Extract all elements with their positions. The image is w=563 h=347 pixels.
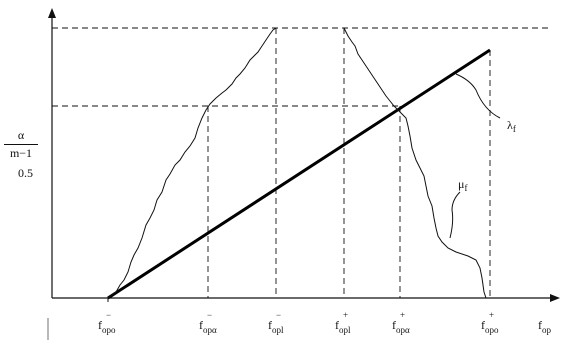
x-axis-label: fop — [538, 318, 551, 335]
x-axis-label-base: f — [538, 318, 542, 332]
tick-base: f — [392, 318, 396, 332]
mu-subscript: f — [464, 183, 468, 193]
y-axis-half-label: 0.5 — [18, 166, 33, 180]
lambda-symbol: λ — [507, 118, 513, 132]
tick-sup: + — [400, 310, 406, 320]
lambda-label: λf — [507, 118, 516, 134]
mu-curve — [107, 27, 490, 299]
tick-base: f — [98, 318, 102, 332]
tick-base: f — [335, 318, 339, 332]
tick-base: f — [481, 318, 485, 332]
tick-sub: opα — [396, 325, 410, 335]
lambda-line — [107, 48, 491, 300]
tick-sub: opl — [339, 325, 351, 335]
mu-leader — [449, 191, 461, 239]
tick-sup: + — [489, 310, 495, 320]
tick-sup: − — [276, 310, 282, 320]
x-tick-label-f-opo-minus: f − opo — [98, 310, 116, 335]
tick-base: f — [268, 318, 272, 332]
x-tick-label-f-opl-minus: f − opl — [268, 310, 284, 335]
y-axis-arrow — [48, 8, 56, 18]
lambda-subscript: f — [512, 124, 516, 134]
x-axis-label-sub: op — [542, 325, 551, 335]
x-tick-label-f-opl-plus: f + opl — [335, 310, 351, 335]
x-tick-label-f-opa-minus: f − opα — [199, 310, 217, 335]
tick-sub: opα — [203, 325, 217, 335]
tick-sup: − — [207, 310, 213, 320]
mu-label: μf — [458, 177, 468, 193]
x-axis-arrow — [550, 294, 560, 302]
x-tick-label-f-opa-plus: f + opα — [392, 310, 410, 335]
fraction-denominator: m−1 — [9, 146, 33, 160]
lambda-leader — [455, 73, 501, 119]
tick-sup: + — [343, 310, 349, 320]
fraction-numerator: α — [4, 128, 38, 145]
tick-sub: opo — [485, 325, 499, 335]
mu-symbol: μ — [458, 177, 465, 191]
y-axis-fraction-label: α m−1 — [4, 128, 38, 161]
x-tick-label-f-opo-plus: f + opo — [481, 310, 499, 335]
tick-sub: opl — [272, 325, 284, 335]
tick-base: f — [199, 318, 203, 332]
tick-sub: opo — [102, 325, 116, 335]
tick-sup: − — [106, 310, 112, 320]
